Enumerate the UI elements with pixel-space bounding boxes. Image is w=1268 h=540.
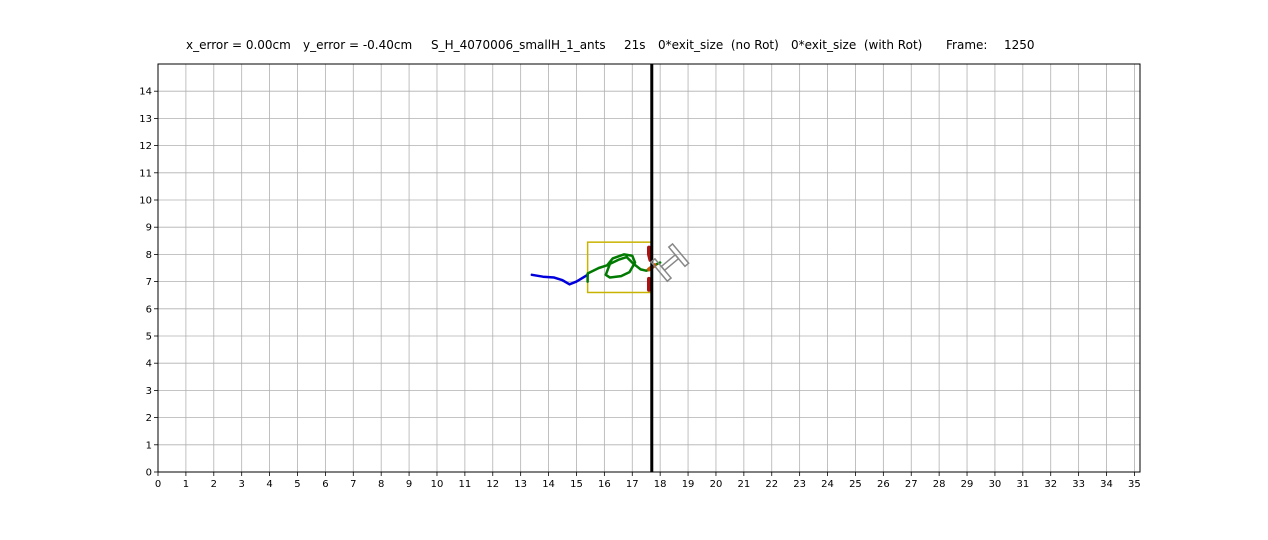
x-tick-label: 9 bbox=[406, 479, 412, 490]
y-tick-label: 2 bbox=[146, 413, 152, 424]
frame-value: 1250 bbox=[1004, 38, 1035, 52]
x-tick-label: 18 bbox=[654, 479, 667, 490]
x-tick-label: 8 bbox=[378, 479, 384, 490]
plot-frame bbox=[157, 63, 1141, 473]
x-tick-label: 12 bbox=[486, 479, 499, 490]
x-tick-label: 11 bbox=[459, 479, 472, 490]
x-tick-label: 26 bbox=[877, 479, 890, 490]
x-tick-label: 32 bbox=[1044, 479, 1057, 490]
x-tick-label: 28 bbox=[933, 479, 946, 490]
x-tick-label: 10 bbox=[431, 479, 444, 490]
experiment-name: S_H_4070006_smallH_1_ants bbox=[431, 38, 606, 52]
x-tick-label: 16 bbox=[598, 479, 611, 490]
y-tick-label: 11 bbox=[139, 168, 152, 179]
x-tick-label: 5 bbox=[294, 479, 300, 490]
y-tick-label: 6 bbox=[146, 304, 152, 315]
x-tick-label: 22 bbox=[765, 479, 778, 490]
y-tick-label: 5 bbox=[146, 332, 152, 343]
no-rot-label: 0*exit_size (no Rot) bbox=[658, 38, 779, 52]
y-tick-label: 14 bbox=[139, 87, 152, 98]
x-error-label: x_error = 0.00cm bbox=[186, 38, 291, 52]
x-tick-label: 29 bbox=[961, 479, 974, 490]
y-tick-label: 13 bbox=[139, 114, 152, 125]
plot-header: x_error = 0.00cm y_error = -0.40cm S_H_4… bbox=[0, 38, 1268, 56]
x-tick-label: 31 bbox=[1016, 479, 1029, 490]
y-tick-label: 8 bbox=[146, 250, 152, 261]
y-tick-label: 3 bbox=[146, 386, 152, 397]
y-tick-label: 10 bbox=[139, 196, 152, 207]
x-tick-label: 35 bbox=[1128, 479, 1141, 490]
y-tick-label: 1 bbox=[146, 440, 152, 451]
x-tick-label: 6 bbox=[322, 479, 328, 490]
x-tick-label: 3 bbox=[239, 479, 245, 490]
time-label: 21s bbox=[624, 38, 646, 52]
x-tick-label: 21 bbox=[737, 479, 750, 490]
y-tick-label: 7 bbox=[146, 277, 152, 288]
x-tick-label: 30 bbox=[989, 479, 1002, 490]
x-tick-label: 24 bbox=[821, 479, 834, 490]
x-tick-label: 15 bbox=[570, 479, 583, 490]
exit-box bbox=[586, 241, 653, 294]
with-rot-label: 0*exit_size (with Rot) bbox=[791, 38, 923, 52]
y-error-label: y_error = -0.40cm bbox=[303, 38, 413, 52]
load-right-bar bbox=[667, 242, 690, 268]
x-tick-label: 34 bbox=[1100, 479, 1113, 490]
trajectory-series bbox=[530, 64, 690, 472]
red-contact-mark bbox=[647, 245, 653, 262]
x-tick-label: 20 bbox=[710, 479, 723, 490]
x-tick-label: 19 bbox=[682, 479, 695, 490]
x-tick-label: 17 bbox=[626, 479, 639, 490]
y-tick-label: 9 bbox=[146, 223, 152, 234]
x-tick-label: 0 bbox=[155, 479, 161, 490]
x-tick-label: 25 bbox=[849, 479, 862, 490]
x-tick-label: 27 bbox=[905, 479, 918, 490]
y-tick-label: 0 bbox=[146, 468, 152, 479]
x-tick-label: 7 bbox=[350, 479, 356, 490]
x-tick-label: 33 bbox=[1072, 479, 1085, 490]
x-tick-label: 14 bbox=[542, 479, 555, 490]
y-tick-label: 4 bbox=[146, 359, 152, 370]
x-tick-label: 13 bbox=[514, 479, 527, 490]
load-shape bbox=[650, 242, 690, 283]
green-trajectory bbox=[586, 253, 662, 283]
y-tick-label: 12 bbox=[139, 141, 152, 152]
axis-ticks: 0 1 2 3 4 5 6 7 8 9 10 11 12 13 14 15 16 17 18 19 20 21 22 23 24… bbox=[139, 87, 1141, 490]
x-tick-label: 2 bbox=[211, 479, 217, 490]
x-tick-label: 23 bbox=[793, 479, 806, 490]
frame-label: Frame: bbox=[946, 38, 988, 52]
blue-trajectory bbox=[530, 273, 589, 286]
x-tick-label: 1 bbox=[183, 479, 189, 490]
x-tick-label: 4 bbox=[266, 479, 272, 490]
load-crossbar bbox=[660, 253, 680, 272]
